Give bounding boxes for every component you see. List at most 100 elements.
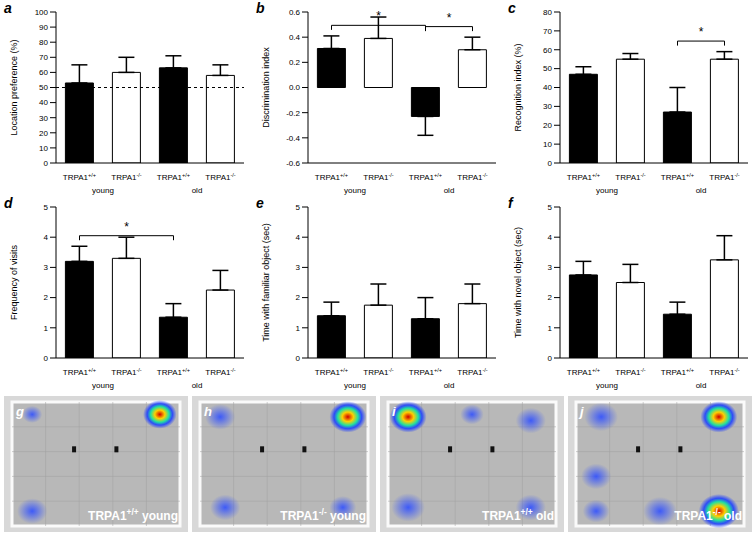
svg-text:*: *	[447, 11, 452, 25]
svg-text:*: *	[699, 25, 704, 39]
svg-text:TRPA1+/+: TRPA1+/+	[315, 367, 348, 377]
svg-text:60: 60	[39, 68, 48, 77]
svg-text:-0.4: -0.4	[286, 134, 300, 143]
svg-text:TRPA1-/-: TRPA1-/-	[363, 172, 394, 182]
svg-text:0.6: 0.6	[289, 8, 301, 17]
svg-text:2: 2	[548, 293, 553, 302]
svg-text:TRPA1+/+: TRPA1+/+	[315, 172, 348, 182]
svg-text:-0.6: -0.6	[286, 159, 300, 168]
svg-text:0.4: 0.4	[289, 33, 301, 42]
svg-text:i: i	[392, 404, 396, 419]
svg-text:young: young	[344, 186, 366, 195]
svg-text:young: young	[92, 381, 114, 390]
svg-text:TRPA1+/+: TRPA1+/+	[63, 172, 96, 182]
svg-text:TRPA1-/-: TRPA1-/-	[457, 172, 488, 182]
svg-text:young: young	[92, 186, 114, 195]
svg-text:80: 80	[543, 8, 552, 17]
svg-text:young: young	[596, 186, 618, 195]
svg-text:40: 40	[543, 83, 552, 92]
svg-text:0.2: 0.2	[289, 58, 301, 67]
svg-text:TRPA1-/- young: TRPA1-/- young	[280, 507, 366, 523]
svg-text:1: 1	[296, 324, 301, 333]
svg-text:5: 5	[44, 203, 49, 212]
svg-text:20: 20	[543, 121, 552, 130]
svg-text:TRPA1-/-: TRPA1-/-	[615, 367, 646, 377]
svg-text:TRPA1-/-: TRPA1-/-	[111, 367, 142, 377]
svg-text:-0.2: -0.2	[286, 109, 300, 118]
svg-text:3: 3	[44, 263, 49, 272]
svg-text:100: 100	[35, 8, 49, 17]
svg-text:0: 0	[44, 159, 49, 168]
svg-text:3: 3	[548, 263, 553, 272]
svg-text:old: old	[192, 381, 203, 390]
svg-text:TRPA1+/+: TRPA1+/+	[409, 172, 442, 182]
svg-text:0: 0	[44, 354, 49, 363]
svg-text:TRPA1-/- old: TRPA1-/- old	[674, 507, 742, 523]
svg-text:30: 30	[543, 102, 552, 111]
svg-text:TRPA1+/+: TRPA1+/+	[567, 172, 600, 182]
svg-text:60: 60	[543, 46, 552, 55]
svg-text:old: old	[696, 381, 707, 390]
svg-text:1: 1	[44, 324, 49, 333]
svg-text:20: 20	[39, 129, 48, 138]
svg-text:TRPA1+/+: TRPA1+/+	[567, 367, 600, 377]
svg-text:young: young	[596, 381, 618, 390]
svg-text:70: 70	[543, 27, 552, 36]
svg-text:0: 0	[548, 354, 553, 363]
svg-text:TRPA1+/+: TRPA1+/+	[157, 367, 190, 377]
svg-text:4: 4	[44, 233, 49, 242]
svg-text:TRPA1-/-: TRPA1-/-	[709, 172, 740, 182]
svg-text:50: 50	[39, 83, 48, 92]
svg-text:TRPA1+/+: TRPA1+/+	[661, 367, 694, 377]
svg-text:TRPA1-/-: TRPA1-/-	[111, 172, 142, 182]
svg-text:TRPA1+/+: TRPA1+/+	[157, 172, 190, 182]
svg-text:Recognition index (%): Recognition index (%)	[513, 43, 523, 131]
svg-text:old: old	[444, 186, 455, 195]
svg-text:0: 0	[548, 159, 553, 168]
svg-text:TRPA1-/-: TRPA1-/-	[709, 367, 740, 377]
svg-text:TRPA1-/-: TRPA1-/-	[615, 172, 646, 182]
svg-text:0: 0	[296, 354, 301, 363]
svg-text:40: 40	[39, 98, 48, 107]
svg-text:old: old	[444, 381, 455, 390]
svg-text:Frequency of visits: Frequency of visits	[9, 244, 19, 320]
svg-text:Location preference (%): Location preference (%)	[9, 39, 19, 135]
svg-text:TRPA1+/+ old: TRPA1+/+ old	[482, 507, 554, 523]
svg-text:TRPA1+/+: TRPA1+/+	[661, 172, 694, 182]
svg-text:70: 70	[39, 53, 48, 62]
svg-text:h: h	[204, 404, 212, 419]
svg-text:TRPA1-/-: TRPA1-/-	[205, 367, 236, 377]
svg-text:Time with familiar object (sec: Time with familiar object (sec)	[261, 223, 271, 342]
svg-text:4: 4	[296, 233, 301, 242]
svg-text:g: g	[15, 404, 24, 419]
svg-text:j: j	[578, 404, 584, 419]
svg-text:80: 80	[39, 38, 48, 47]
svg-text:TRPA1+/+: TRPA1+/+	[63, 367, 96, 377]
svg-text:2: 2	[44, 293, 49, 302]
html-text:b: b	[256, 0, 265, 16]
svg-text:5: 5	[296, 203, 301, 212]
svg-text:old: old	[696, 186, 707, 195]
svg-text:TRPA1+/+ young: TRPA1+/+ young	[88, 507, 178, 523]
svg-text:5: 5	[548, 203, 553, 212]
svg-text:Discrimination index: Discrimination index	[261, 47, 271, 128]
svg-text:1: 1	[548, 324, 553, 333]
svg-text:*: *	[124, 220, 129, 234]
svg-text:*: *	[376, 9, 381, 23]
svg-text:TRPA1-/-: TRPA1-/-	[363, 367, 394, 377]
svg-text:50: 50	[543, 64, 552, 73]
svg-text:4: 4	[548, 233, 553, 242]
svg-text:TRPA1+/+: TRPA1+/+	[409, 367, 442, 377]
svg-text:old: old	[192, 186, 203, 195]
svg-text:TRPA1-/-: TRPA1-/-	[457, 367, 488, 377]
svg-text:3: 3	[296, 263, 301, 272]
svg-text:90: 90	[39, 23, 48, 32]
svg-text:2: 2	[296, 293, 301, 302]
svg-text:10: 10	[39, 144, 48, 153]
svg-text:young: young	[344, 381, 366, 390]
svg-text:30: 30	[39, 114, 48, 123]
svg-text:10: 10	[543, 140, 552, 149]
svg-text:Time with novel object (sec): Time with novel object (sec)	[513, 227, 523, 338]
svg-text:0.0: 0.0	[289, 83, 301, 92]
svg-text:TRPA1-/-: TRPA1-/-	[205, 172, 236, 182]
